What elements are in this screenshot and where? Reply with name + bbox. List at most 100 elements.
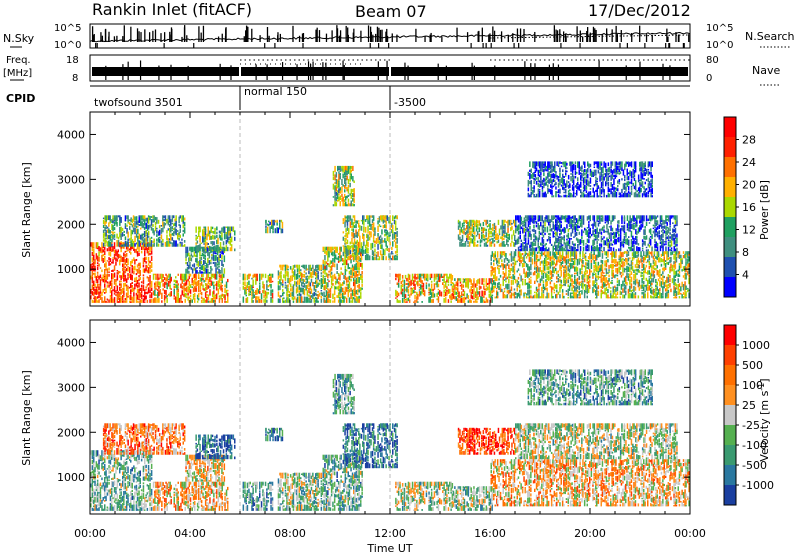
power-echo: [459, 295, 462, 299]
power-echo: [630, 283, 633, 289]
power-echo: [563, 161, 565, 168]
power-echo: [173, 283, 175, 286]
power-echo: [222, 241, 225, 246]
power-echo: [565, 290, 568, 293]
power-echo: [138, 233, 140, 240]
power-echo: [560, 270, 562, 277]
power-echo: [216, 263, 219, 266]
freq-strip: Freq. [MHz] 18 8 80 0 Nave: [3, 54, 780, 86]
power-echo: [363, 249, 365, 254]
power-echo: [486, 282, 489, 286]
power-echo: [496, 251, 499, 258]
power-echo: [221, 249, 223, 252]
power-echo: [623, 277, 626, 283]
power-echo: [589, 279, 591, 283]
power-echo: [149, 264, 151, 269]
power-echo: [394, 217, 397, 219]
freq-label-line1: Freq.: [6, 55, 31, 66]
power-echo: [127, 258, 129, 266]
power-echo: [675, 256, 678, 263]
power-echo: [154, 221, 157, 226]
power-echo: [656, 231, 659, 238]
power-echo: [626, 252, 628, 257]
power-echo: [652, 224, 655, 227]
power-echo: [284, 299, 287, 303]
power-echo: [321, 282, 324, 288]
power-echo: [355, 229, 357, 235]
power-echo: [541, 186, 544, 190]
power-echo: [554, 232, 556, 235]
power-echo: [600, 286, 602, 288]
power-echo: [340, 299, 342, 303]
power-echo: [571, 186, 574, 191]
power-echo: [501, 219, 504, 226]
power-echo: [505, 280, 507, 283]
power-echo: [189, 246, 191, 250]
power-echo: [653, 293, 656, 299]
power-echo: [525, 256, 528, 259]
power-echo: [563, 176, 565, 178]
power-echo: [364, 248, 367, 254]
power-echo: [508, 259, 510, 264]
power-echo: [529, 248, 531, 252]
power-echo: [670, 268, 672, 272]
power-echo: [177, 298, 179, 303]
power-echo: [599, 171, 601, 176]
power-echo: [538, 273, 540, 278]
power-echo: [385, 240, 387, 247]
power-echo: [676, 220, 678, 227]
power-echo: [344, 177, 346, 185]
power-echo: [475, 244, 478, 247]
power-echo: [600, 247, 603, 249]
power-echo: [547, 172, 549, 179]
power-echo: [561, 292, 564, 299]
power-echo: [129, 251, 131, 253]
power-echo: [514, 291, 517, 295]
power-echo: [594, 246, 597, 252]
power-echo: [530, 256, 532, 263]
power-echo: [338, 173, 340, 181]
power-echo: [210, 226, 212, 233]
power-echo: [626, 265, 628, 273]
power-echo: [349, 215, 352, 221]
power-echo: [666, 226, 668, 229]
power-echo: [332, 300, 334, 303]
power-echo: [649, 238, 652, 246]
power-echo: [654, 243, 656, 248]
power-echo: [267, 291, 270, 295]
power-echo: [663, 225, 666, 229]
power-echo: [332, 262, 334, 267]
power-echo: [354, 252, 356, 257]
power-echo: [631, 261, 634, 265]
power-echo: [99, 247, 102, 252]
power-echo: [329, 299, 332, 303]
power-echo: [340, 296, 342, 299]
power-echo: [188, 280, 190, 286]
power-echo: [133, 270, 135, 275]
power-echo: [367, 234, 369, 241]
power-echo: [209, 245, 211, 252]
power-echo: [687, 252, 689, 259]
power-echo: [534, 170, 537, 174]
power-echo: [506, 276, 509, 280]
power-echo: [662, 251, 664, 256]
power-echo: [253, 291, 256, 294]
power-echo: [615, 249, 617, 252]
power-echo: [256, 298, 258, 300]
power-echo: [460, 298, 463, 303]
power-echo: [659, 237, 662, 242]
power-echo: [457, 221, 460, 225]
power-echo: [564, 256, 566, 264]
power-echo: [608, 274, 610, 278]
power-echo: [606, 223, 608, 230]
power-echo: [566, 238, 568, 241]
power-echo: [350, 293, 352, 300]
power-echo: [564, 279, 566, 287]
power-echo: [657, 289, 660, 295]
power-echo: [204, 239, 207, 243]
power-echo: [478, 220, 481, 226]
power-echo: [551, 187, 553, 189]
power-echo: [506, 221, 508, 224]
power-echo: [385, 248, 387, 250]
